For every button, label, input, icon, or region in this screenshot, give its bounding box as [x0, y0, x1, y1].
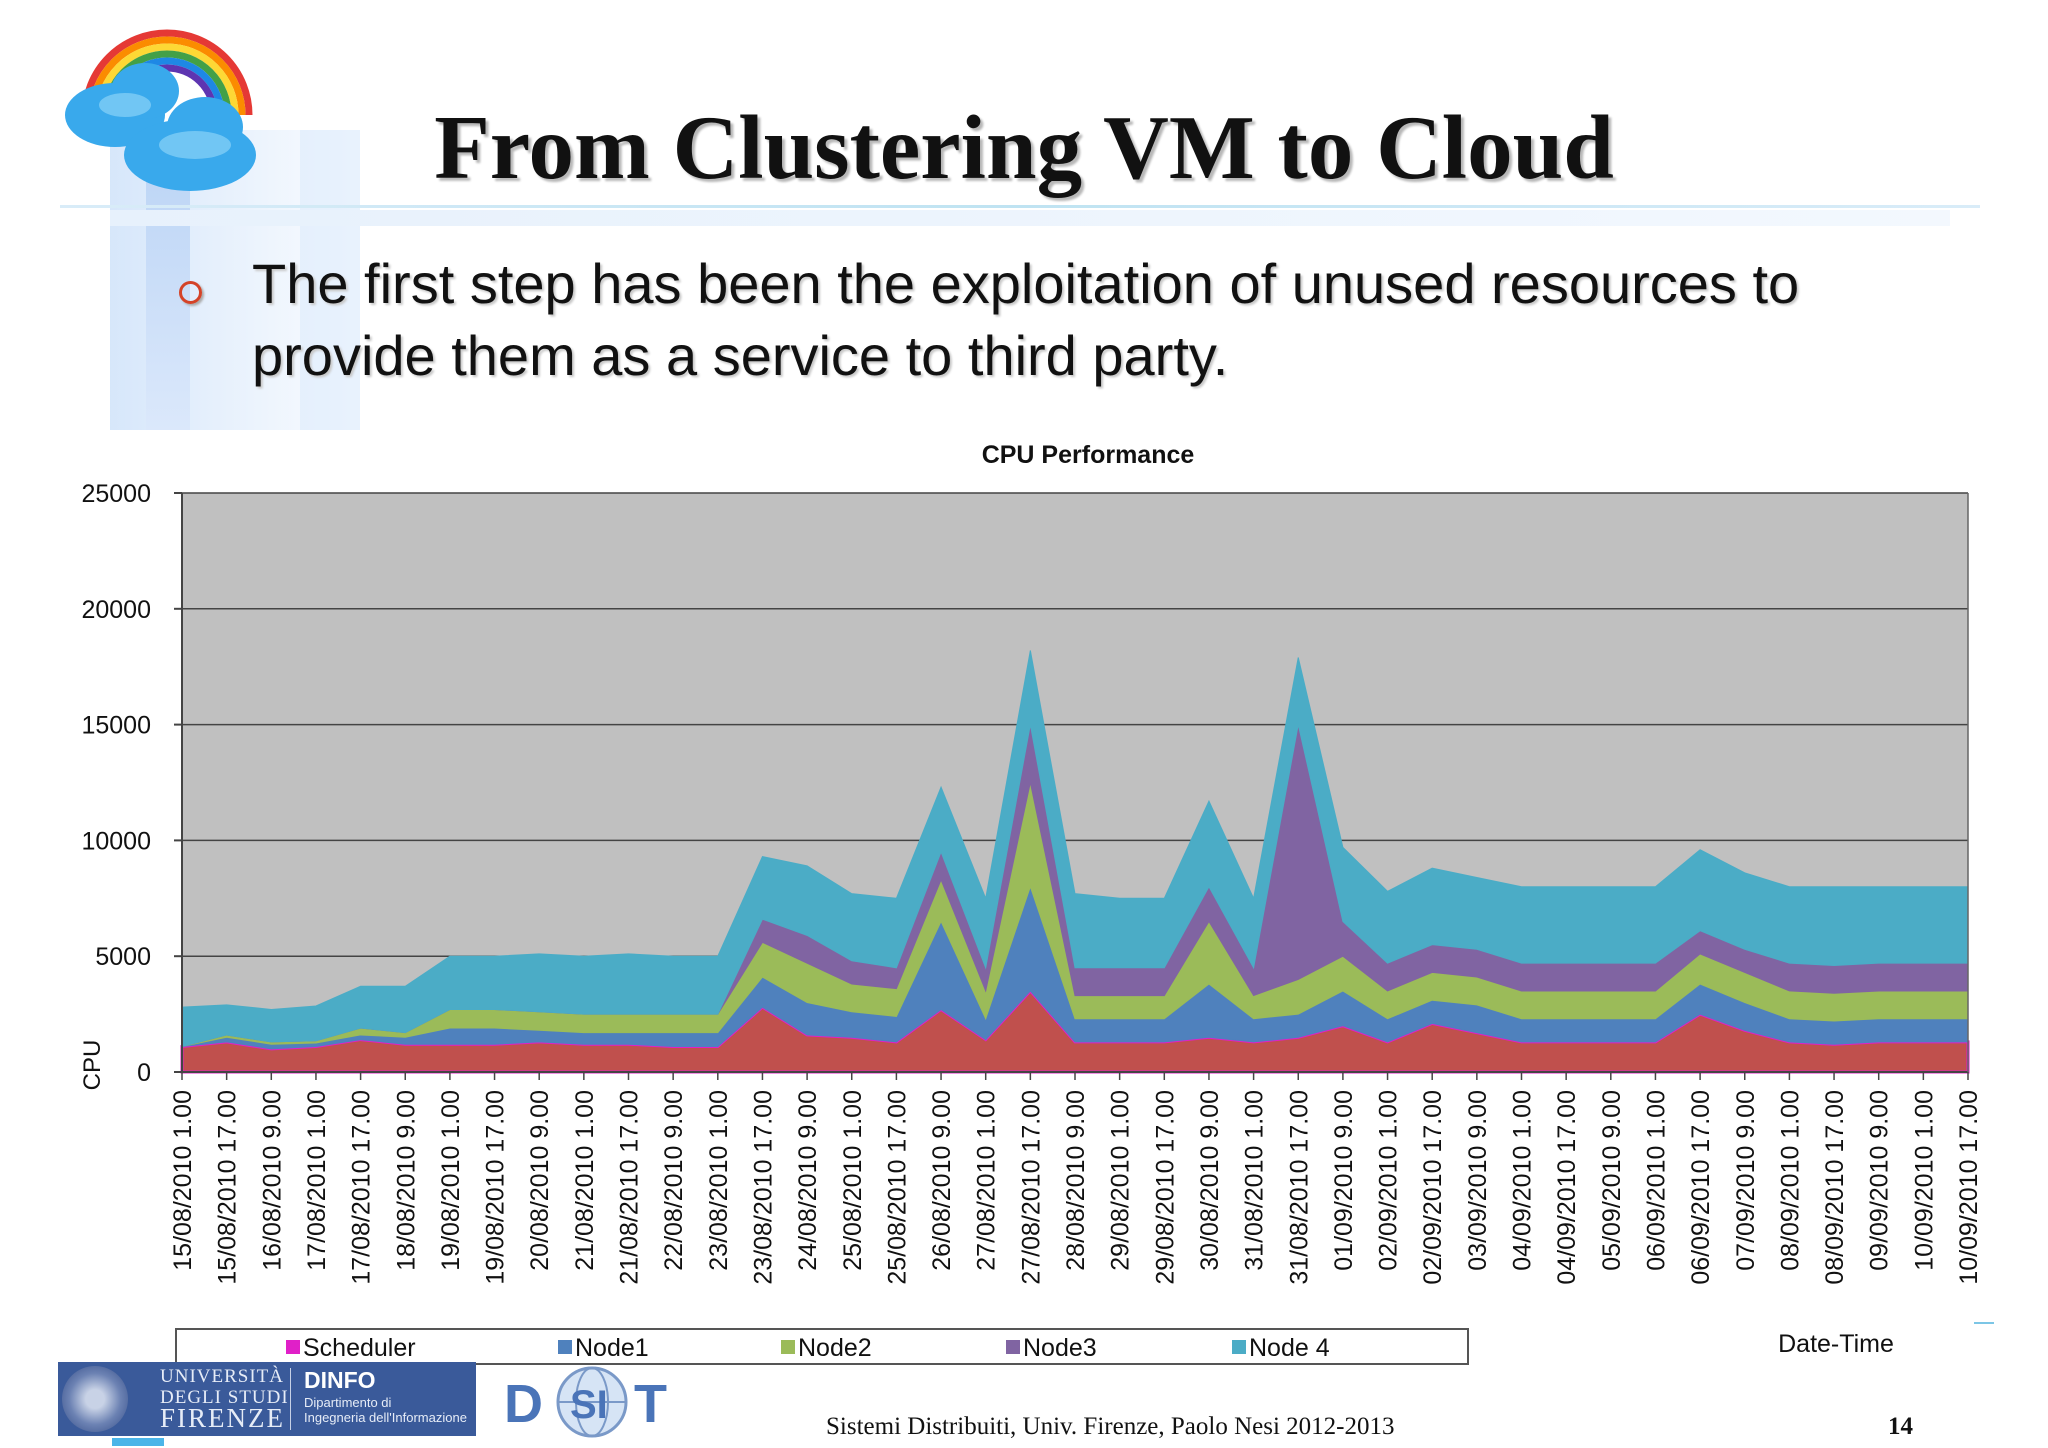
- dinfo-title: DINFO: [304, 1367, 376, 1393]
- x-tick-label: 29/08/2010 1.00: [1107, 1090, 1135, 1271]
- legend-swatch: [558, 1340, 572, 1354]
- y-tick-label: 15000: [81, 712, 151, 740]
- page-number: 14: [1888, 1413, 1913, 1440]
- x-tick-label: 15/08/2010 1.00: [169, 1090, 197, 1271]
- x-tick-label: 31/08/2010 17.00: [1285, 1090, 1313, 1285]
- dinfo-sub-line-2: Ingegneria dell'Informazione: [304, 1410, 467, 1425]
- y-tick-label: 20000: [81, 596, 151, 624]
- rainbow-cloud-logo: [65, 29, 256, 191]
- x-tick-label: 27/08/2010 17.00: [1017, 1090, 1045, 1285]
- x-tick-label: 16/08/2010 9.00: [258, 1090, 286, 1271]
- unifi-wordmark: UNIVERSITÀ DEGLI STUDI FIRENZE: [160, 1366, 340, 1433]
- unifi-line-1: UNIVERSITÀ: [160, 1366, 284, 1387]
- x-tick-label: 05/09/2010 9.00: [1598, 1090, 1626, 1271]
- unifi-dinfo-logo: UNIVERSITÀ DEGLI STUDI FIRENZE DINFO Dip…: [58, 1362, 476, 1436]
- x-tick-label: 18/08/2010 9.00: [392, 1090, 420, 1271]
- y-tick-label: 0: [137, 1059, 151, 1087]
- legend-swatch: [1006, 1340, 1020, 1354]
- legend-swatch: [286, 1340, 300, 1354]
- x-tick-label: 26/08/2010 9.00: [928, 1090, 956, 1271]
- x-tick-label: 30/08/2010 9.00: [1196, 1090, 1224, 1271]
- legend-label: Node3: [1023, 1334, 1097, 1362]
- disit-letter-t: T: [634, 1374, 667, 1434]
- y-axis-label: CPU: [79, 1040, 106, 1091]
- chart-legend: [175, 1328, 1469, 1365]
- unifi-line-3: FIRENZE: [160, 1403, 285, 1433]
- x-tick-label: 07/09/2010 9.00: [1732, 1090, 1760, 1271]
- x-tick-label: 23/08/2010 17.00: [749, 1090, 777, 1285]
- x-tick-label: 10/09/2010 1.00: [1910, 1090, 1938, 1271]
- x-tick-label: 10/09/2010 17.00: [1955, 1090, 1983, 1285]
- x-tick-label: 17/08/2010 1.00: [303, 1090, 331, 1271]
- chart-title: CPU Performance: [982, 441, 1195, 469]
- x-tick-label: 29/08/2010 17.00: [1151, 1090, 1179, 1285]
- x-tick-label: 17/08/2010 17.00: [348, 1090, 376, 1285]
- x-tick-label: 19/08/2010 1.00: [437, 1090, 465, 1271]
- x-tick-label: 21/08/2010 17.00: [616, 1090, 644, 1285]
- x-tick-label: 06/09/2010 1.00: [1642, 1090, 1670, 1271]
- x-tick-label: 09/09/2010 9.00: [1866, 1090, 1894, 1271]
- x-tick-label: 06/09/2010 17.00: [1687, 1090, 1715, 1285]
- decorative-dash: [1974, 1322, 1994, 1324]
- legend-label: Node1: [575, 1334, 649, 1362]
- y-tick-label: 25000: [81, 480, 151, 508]
- x-tick-label: 04/09/2010 17.00: [1553, 1090, 1581, 1285]
- x-tick-label: 02/09/2010 1.00: [1375, 1090, 1403, 1271]
- logo-divider: [290, 1368, 291, 1430]
- decorative-stripe: [300, 130, 360, 430]
- footer-accent: [112, 1438, 164, 1446]
- unifi-line-2: DEGLI STUDI: [160, 1387, 289, 1408]
- x-tick-label: 01/09/2010 9.00: [1330, 1090, 1358, 1271]
- slide-title: From Clustering VM to Cloud: [434, 97, 1614, 198]
- legend-label: Node 4: [1249, 1334, 1330, 1362]
- x-tick-label: 28/08/2010 9.00: [1062, 1090, 1090, 1271]
- title-divider: [60, 205, 1980, 208]
- bullet-text: The first step has been the exploitation…: [252, 252, 1800, 387]
- dinfo-sub-line-1: Dipartimento di: [304, 1395, 392, 1410]
- bullet-circle-icon: [179, 281, 202, 304]
- x-tick-label: 25/08/2010 17.00: [883, 1090, 911, 1285]
- x-tick-label: 04/09/2010 1.00: [1509, 1090, 1537, 1271]
- x-tick-label: 25/08/2010 1.00: [839, 1090, 867, 1271]
- x-tick-label: 22/08/2010 9.00: [660, 1090, 688, 1271]
- x-tick-label: 03/09/2010 9.00: [1464, 1090, 1492, 1271]
- legend-swatch: [781, 1340, 795, 1354]
- x-tick-label: 20/08/2010 9.00: [526, 1090, 554, 1271]
- x-tick-label: 08/09/2010 1.00: [1776, 1090, 1804, 1271]
- legend-label: Scheduler: [303, 1334, 416, 1362]
- x-tick-label: 19/08/2010 17.00: [482, 1090, 510, 1285]
- x-axis-label: Date-Time: [1778, 1330, 1894, 1358]
- legend-swatch: [1232, 1340, 1246, 1354]
- dinfo-subtitle: Dipartimento di Ingegneria dell'Informaz…: [304, 1395, 474, 1425]
- x-tick-label: 27/08/2010 1.00: [973, 1090, 1001, 1271]
- title-band: [110, 210, 1950, 226]
- x-tick-label: 21/08/2010 1.00: [571, 1090, 599, 1271]
- footer-course: Sistemi Distribuiti, Univ. Firenze, Paol…: [826, 1413, 1395, 1440]
- x-tick-label: 15/08/2010 17.00: [214, 1090, 242, 1285]
- x-tick-label: 31/08/2010 1.00: [1241, 1090, 1269, 1271]
- disit-letters-si: SI: [570, 1383, 608, 1427]
- disit-letter-d: D: [504, 1374, 543, 1434]
- x-tick-label: 24/08/2010 9.00: [794, 1090, 822, 1271]
- legend-label: Node2: [798, 1334, 872, 1362]
- x-tick-label: 02/09/2010 17.00: [1419, 1090, 1447, 1285]
- y-tick-label: 5000: [95, 943, 151, 971]
- y-tick-label: 10000: [81, 827, 151, 855]
- university-seal-icon: [62, 1366, 128, 1432]
- disit-logo: D SI T: [504, 1366, 667, 1438]
- x-tick-label: 08/09/2010 17.00: [1821, 1090, 1849, 1285]
- x-tick-label: 23/08/2010 1.00: [705, 1090, 733, 1271]
